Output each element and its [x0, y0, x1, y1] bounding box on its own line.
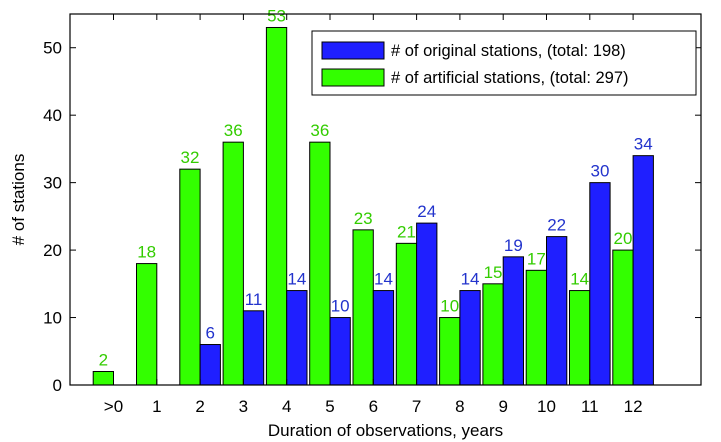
- x-tick-label-5: 5: [325, 397, 334, 416]
- bar-artificial-10: [525, 269, 548, 386]
- data-label-original-11: 30: [590, 162, 609, 181]
- data-label-artificial-1: 18: [137, 243, 156, 262]
- data-label-artificial-5: 36: [310, 121, 329, 140]
- legend-label-artificial: # of artificial stations, (total: 297): [391, 69, 629, 87]
- bar-original-2: [199, 344, 221, 386]
- data-label-artificial-10: 17: [527, 249, 546, 268]
- x-tick-label-8: 8: [455, 397, 464, 416]
- x-tick-label-6: 6: [369, 397, 378, 416]
- data-label-original-10: 22: [547, 216, 566, 235]
- bar-artificial-3: [222, 141, 244, 386]
- data-label-artificial-2: 32: [180, 148, 199, 167]
- y-tick-label-50: 50: [43, 39, 62, 58]
- x-tick-label-11: 11: [581, 397, 599, 416]
- data-label-original-6: 14: [374, 270, 393, 289]
- bar-original-10: [546, 236, 568, 386]
- x-tick-label-1: 1: [152, 397, 161, 416]
- bar-original-6: [372, 290, 395, 386]
- bar-original-9: [502, 256, 525, 386]
- x-tick-label-10: 10: [537, 397, 556, 416]
- bar-artificial-gt0: [92, 371, 114, 386]
- bar-original-8: [459, 290, 481, 386]
- x-axis-label: Duration of observations, years: [268, 421, 503, 440]
- x-tick-label-7: 7: [412, 397, 421, 416]
- y-tick-label-30: 30: [43, 174, 62, 193]
- data-label-original-7: 24: [417, 202, 436, 221]
- data-label-original-3: 11: [245, 290, 263, 309]
- y-tick-label-0: 0: [53, 376, 62, 395]
- y-tick-label-40: 40: [43, 106, 62, 125]
- bar-original-4: [286, 290, 308, 386]
- bar-artificial-5: [309, 141, 331, 386]
- data-label-artificial-3: 36: [224, 121, 243, 140]
- legend: # of original stations, (total: 198) # o…: [311, 30, 697, 96]
- bar-artificial-9: [482, 283, 504, 386]
- bar-artificial-11: [569, 290, 591, 386]
- bars-layer: [92, 26, 654, 386]
- data-label-original-8: 14: [461, 270, 480, 289]
- y-tick-label-10: 10: [43, 309, 62, 328]
- data-label-artificial-gt0: 2: [99, 351, 108, 370]
- x-tick-label-4: 4: [282, 397, 291, 416]
- bar-artificial-8: [439, 317, 461, 386]
- data-label-artificial-8: 10: [440, 297, 459, 316]
- legend-swatch-artificial: [321, 68, 385, 87]
- bar-artificial-7: [395, 242, 418, 386]
- y-tick-label-20: 20: [43, 241, 62, 260]
- x-tick-label-3: 3: [239, 397, 248, 416]
- bar-original-11: [589, 182, 611, 386]
- y-axis-label: # of stations: [9, 154, 28, 246]
- plot-frame: [69, 13, 702, 386]
- bar-original-12: [632, 155, 654, 386]
- data-label-artificial-12: 20: [613, 229, 632, 248]
- data-label-original-4: 14: [287, 270, 306, 289]
- bar-artificial-12: [612, 249, 634, 386]
- data-label-artificial-9: 15: [484, 263, 503, 282]
- x-tick-label-2: 2: [195, 397, 204, 416]
- bar-artificial-2: [179, 168, 201, 386]
- bar-original-5: [329, 317, 351, 386]
- bar-artificial-6: [352, 229, 374, 386]
- bar-original-3: [242, 310, 265, 386]
- data-label-original-9: 19: [504, 236, 523, 255]
- data-label-artificial-6: 23: [354, 209, 373, 228]
- legend-swatch-original: [321, 41, 385, 60]
- data-label-artificial-7: 21: [397, 222, 416, 241]
- data-label-artificial-4: 53: [267, 6, 286, 25]
- legend-label-original: # of original stations, (total: 198): [391, 42, 626, 60]
- bar-artificial-1: [136, 263, 158, 386]
- data-label-artificial-11: 14: [570, 270, 589, 289]
- bar-artificial-4: [265, 26, 288, 386]
- x-tick-label-gt0: >0: [104, 397, 123, 416]
- data-label-original-12: 34: [634, 135, 653, 154]
- bar-original-7: [416, 222, 438, 386]
- data-label-original-2: 6: [206, 324, 215, 343]
- data-label-original-5: 10: [331, 297, 350, 316]
- x-tick-label-12: 12: [624, 397, 643, 416]
- x-tick-label-9: 9: [498, 397, 507, 416]
